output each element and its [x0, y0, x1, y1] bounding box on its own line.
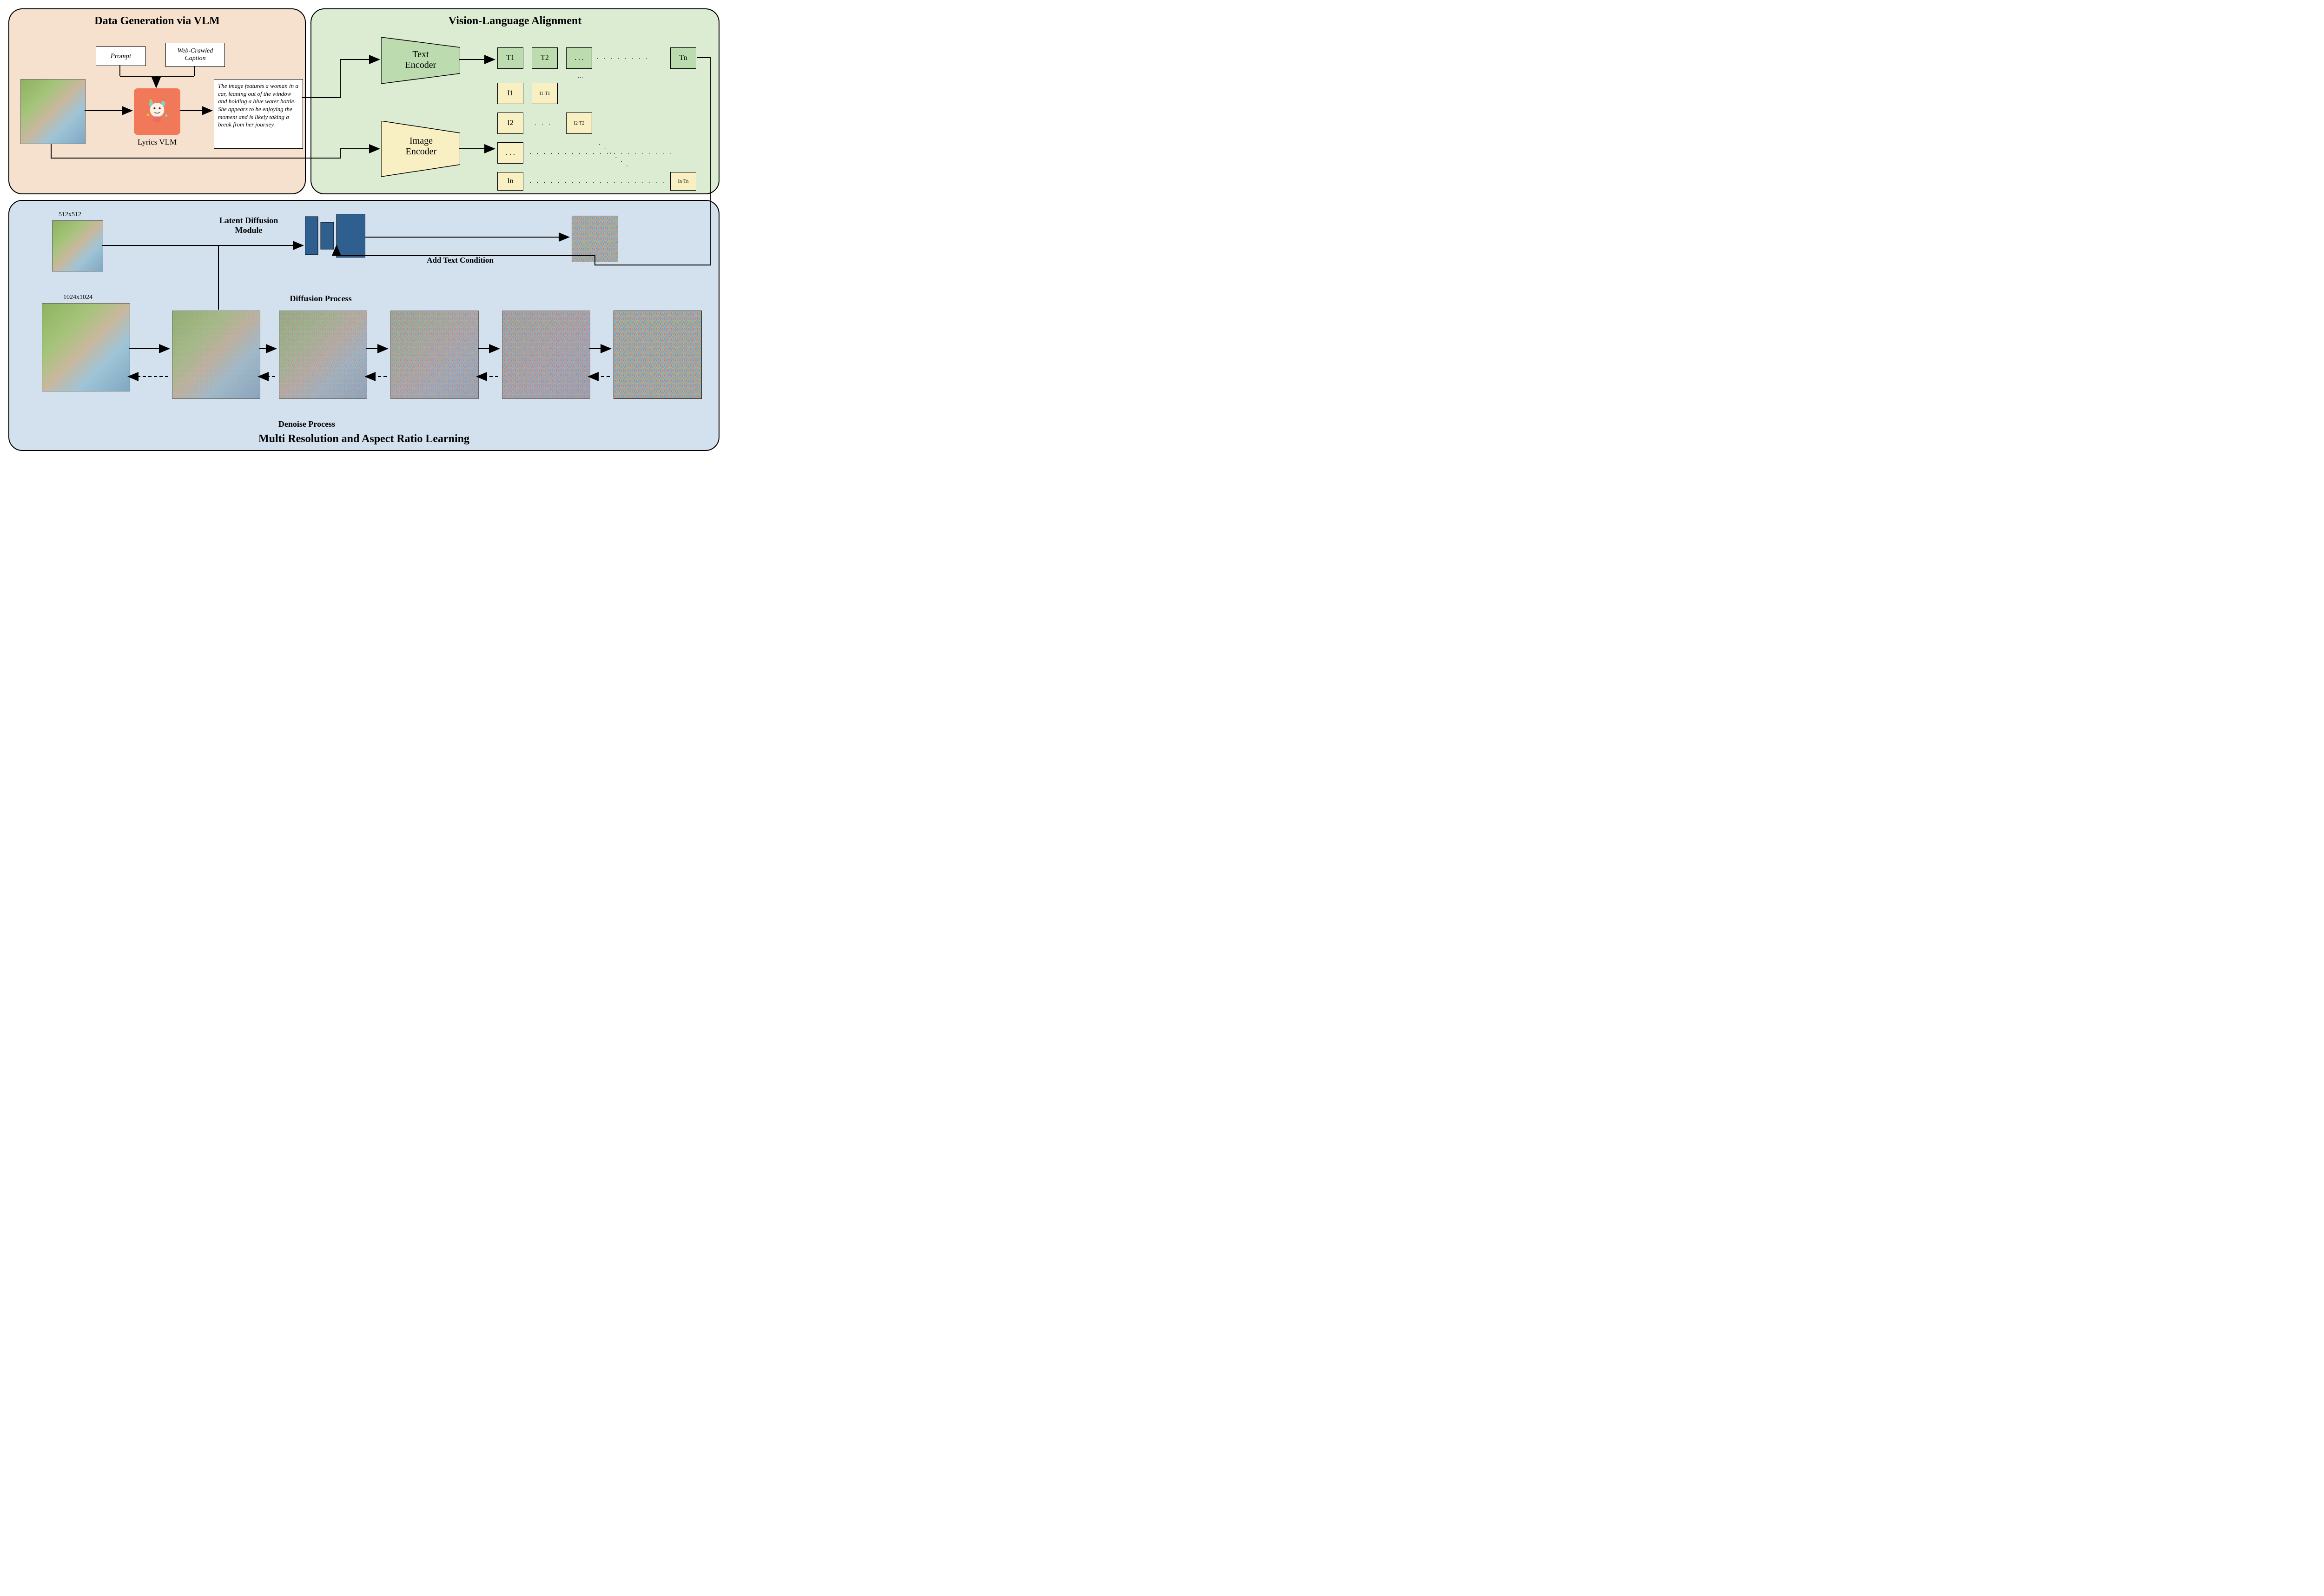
image-encoder-label: Image Encoder: [393, 136, 449, 157]
web-caption-box: Web-Crawled Caption: [165, 43, 225, 67]
diffusion-step-4: [502, 311, 590, 399]
img-512: [52, 220, 103, 272]
diffusion-label: Diffusion Process: [274, 294, 367, 304]
diffusion-step-3: [390, 311, 479, 399]
generated-caption-box: The image features a woman in a car, lea…: [214, 79, 303, 149]
vlm-icon: [134, 88, 180, 135]
panel-multi-res-title: Multi Resolution and Aspect Ratio Learni…: [9, 433, 719, 445]
vlm-graphic-icon: [141, 95, 173, 128]
cell-tn: Tn: [670, 47, 696, 69]
prompt-box: Prompt: [96, 46, 146, 66]
cell-i1t1: I1·T1: [532, 83, 558, 104]
panel-data-gen: Data Generation via VLM Prompt Web-Crawl…: [8, 8, 306, 194]
diagram-canvas: Data Generation via VLM Prompt Web-Crawl…: [5, 5, 722, 458]
panel-data-gen-title: Data Generation via VLM: [9, 15, 305, 27]
cell-i-ellipsis: . . .: [497, 142, 523, 164]
img-1024: [42, 303, 130, 391]
panel-multi-res: Multi Resolution and Aspect Ratio Learni…: [8, 200, 720, 451]
latent-module-label: Latent Diffusion Module: [195, 216, 302, 235]
dots-vert-1: ⋮: [576, 74, 584, 81]
cell-in: In: [497, 172, 523, 191]
text-encoder-label: Text Encoder: [395, 49, 446, 71]
cell-i1: I1: [497, 83, 523, 104]
cell-intn: In·Tn: [670, 172, 696, 191]
dots-row-i3: . . . . . . . . . . . . . . . . . . . . …: [530, 149, 673, 156]
add-text-cond-label: Add Text Condition: [409, 256, 511, 265]
diffusion-step-2: [279, 311, 367, 399]
res-512-label: 512x512: [59, 211, 81, 219]
cell-i2t2: I2·T2: [566, 113, 592, 134]
web-caption-label: Web-Crawled Caption: [178, 47, 213, 62]
latent-noise-output: [572, 216, 618, 262]
prompt-label: Prompt: [111, 53, 131, 60]
panel-vla-title: Vision-Language Alignment: [311, 15, 719, 27]
cell-i2: I2: [497, 113, 523, 134]
vlm-label: Lyrics VLM: [129, 138, 185, 147]
panel-vla: Vision-Language Alignment Text Encoder I…: [310, 8, 720, 194]
diffusion-step-1: [172, 311, 260, 399]
cell-t-ellipsis: . . .: [566, 47, 592, 69]
cell-t2: T2: [532, 47, 558, 69]
dots-row-in: . . . . . . . . . . . . . . . . . . . . …: [530, 178, 673, 185]
unet-icon: [305, 214, 365, 258]
diffusion-step-5: [614, 311, 702, 399]
cell-t1: T1: [497, 47, 523, 69]
source-image: [20, 79, 86, 144]
res-1024-label: 1024x1024: [63, 294, 92, 301]
generated-caption-text: The image features a woman in a car, lea…: [218, 82, 299, 129]
dots-row-i2: . . .: [535, 120, 552, 127]
dots-t-row-gap: . . . . . . . .: [597, 54, 649, 61]
denoise-label: Denoise Process: [260, 419, 353, 429]
